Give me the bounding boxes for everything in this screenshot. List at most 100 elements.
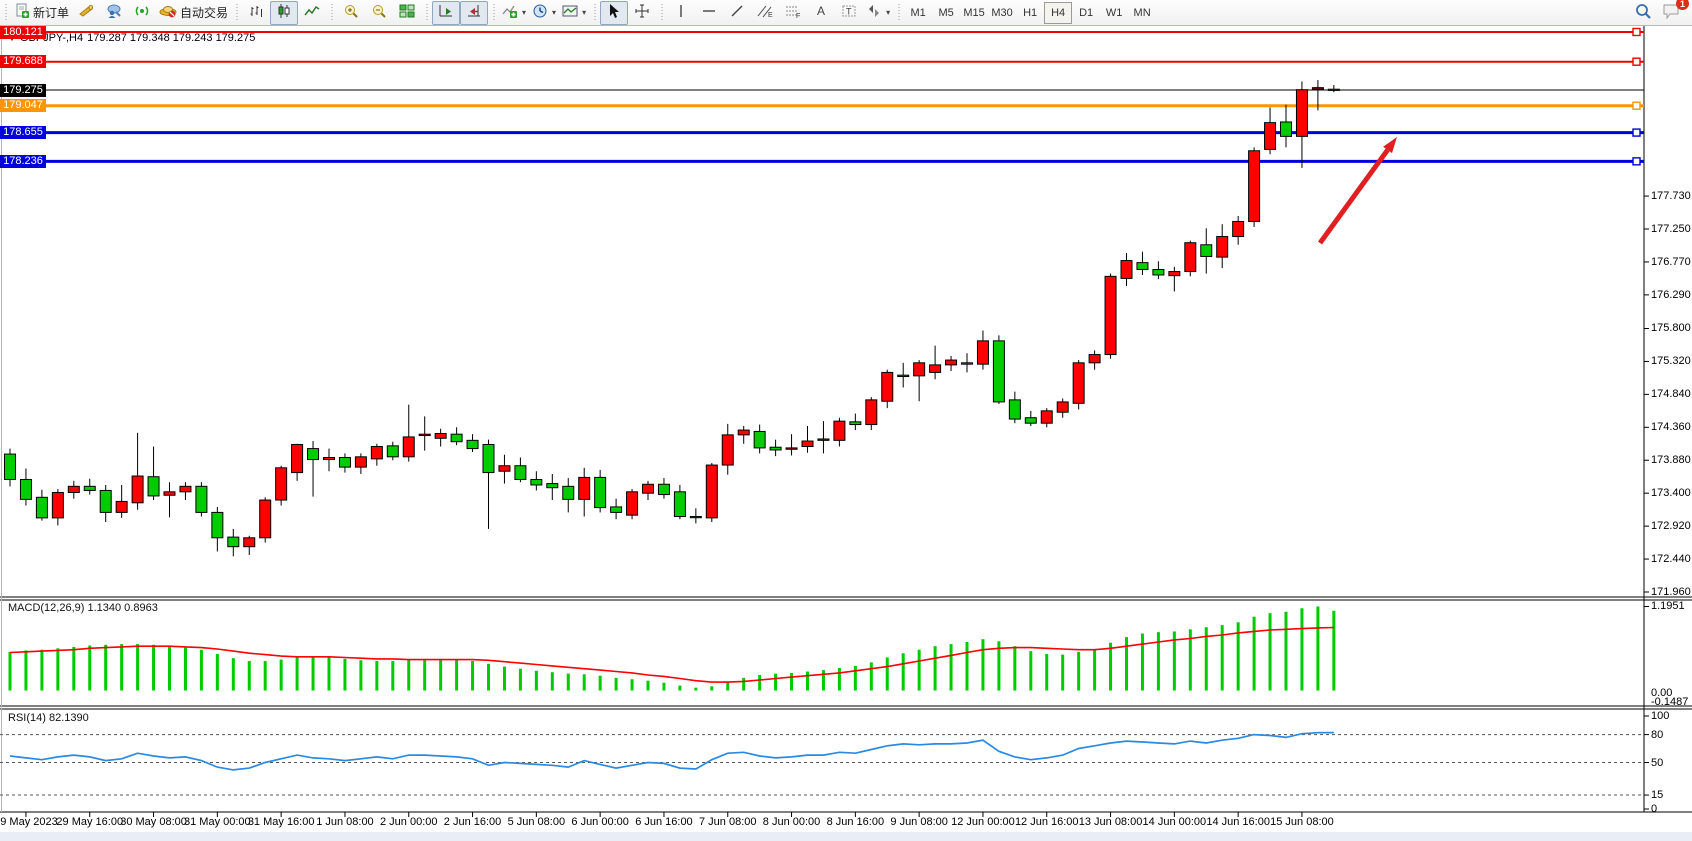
text-button[interactable]: A — [807, 1, 835, 25]
horizontal-line-button[interactable] — [695, 1, 723, 25]
candle — [881, 371, 894, 402]
candlestick-chart-button[interactable] — [270, 0, 299, 25]
timeframe-h1[interactable]: H1 — [1023, 6, 1038, 19]
hline-handle[interactable] — [1632, 101, 1641, 110]
toolbar-grip — [234, 3, 240, 22]
text-label-icon: T — [841, 3, 857, 22]
candle — [83, 485, 96, 491]
auto-scroll-button[interactable] — [432, 0, 461, 25]
bar-chart-button[interactable] — [242, 1, 270, 25]
line-chart-icon — [304, 3, 320, 22]
candle — [992, 340, 1005, 403]
candle — [370, 446, 383, 460]
price-level-chip: 180.121 — [0, 25, 46, 39]
signals-button[interactable] — [128, 1, 156, 25]
time-tick-label: 8 Jun 16:00 — [826, 816, 885, 828]
hline-handle[interactable] — [1632, 157, 1641, 166]
horizontal-line-icon — [701, 3, 717, 22]
vertical-line-button[interactable] — [667, 1, 695, 25]
candle — [721, 434, 734, 466]
candle — [498, 465, 511, 472]
crosshair-button[interactable] — [628, 1, 656, 25]
macd-scale-min: -0.1487 — [1651, 696, 1689, 708]
new-order-button[interactable]: 新订单 — [11, 1, 72, 25]
rsi-scale-label: 80 — [1651, 728, 1664, 741]
timeframe-h4[interactable]: H4 — [1044, 1, 1073, 24]
candle — [594, 476, 607, 509]
candle — [689, 516, 702, 519]
notifications-button[interactable]: 1 — [1662, 0, 1689, 23]
price-tick-label: 173.880 — [1651, 454, 1691, 467]
candle — [514, 465, 527, 480]
candle — [578, 476, 591, 500]
text-label-button[interactable]: T — [835, 1, 863, 25]
periods-button[interactable]: ▾ — [529, 1, 559, 25]
candle — [338, 457, 351, 468]
candle — [1104, 275, 1117, 356]
timeframe-m30[interactable]: M30 — [991, 6, 1013, 19]
zoom-in-button[interactable] — [337, 1, 365, 25]
candle — [211, 511, 224, 539]
candle — [945, 359, 958, 366]
macd-indicator-label: MACD(12,26,9) 1.1340 0.8963 — [8, 602, 158, 614]
macd-name: MACD(12,26,9) — [8, 602, 85, 614]
candle — [354, 456, 367, 468]
candle — [1136, 262, 1149, 270]
chart-shift-button[interactable] — [460, 0, 489, 25]
time-tick-label: 29 May 2023 — [0, 816, 58, 828]
candle — [897, 374, 910, 378]
candle — [466, 439, 479, 450]
community-button[interactable] — [100, 1, 128, 25]
candle — [115, 500, 128, 513]
tile-windows-button[interactable] — [393, 1, 421, 25]
rsi-scale-label: 15 — [1651, 789, 1664, 802]
time-tick-label: 5 Jun 08:00 — [507, 816, 566, 828]
timeframe-d1[interactable]: D1 — [1079, 6, 1094, 19]
timeframe-m1[interactable]: M1 — [910, 6, 926, 19]
cloud-user-icon — [106, 3, 122, 22]
cursor-button[interactable] — [600, 0, 629, 25]
line-chart-button[interactable] — [298, 1, 326, 25]
vertical-line-icon — [674, 3, 688, 22]
hline-handle[interactable] — [1632, 27, 1641, 37]
indicators-button[interactable]: ▾ — [499, 1, 529, 25]
candle — [482, 443, 495, 474]
search-icon[interactable] — [1634, 2, 1652, 23]
rsi-name: RSI(14) — [8, 712, 46, 724]
timeframe-w1[interactable]: W1 — [1105, 6, 1123, 19]
annotation-arrow[interactable] — [1317, 148, 1390, 245]
zoom-out-button[interactable] — [365, 1, 393, 25]
candle — [163, 491, 176, 496]
candle — [291, 443, 304, 474]
candle — [1232, 220, 1245, 238]
candle — [1280, 121, 1292, 137]
timeframe-m5[interactable]: M5 — [938, 6, 954, 19]
toolbar-grip — [659, 3, 665, 22]
channel-button[interactable]: E — [751, 1, 779, 25]
time-tick-label: 8 Jun 00:00 — [762, 816, 821, 828]
candle — [323, 457, 335, 461]
timeframe-mn[interactable]: MN — [1133, 6, 1151, 19]
candle — [1311, 87, 1324, 90]
shapes-button[interactable]: ▾ — [863, 1, 893, 25]
trendline-button[interactable] — [723, 1, 751, 25]
bar-chart-icon — [248, 3, 264, 22]
zoom-out-icon — [371, 3, 387, 22]
candle — [865, 399, 878, 426]
candle — [546, 483, 559, 489]
fibonacci-button[interactable]: F — [779, 1, 807, 25]
candle — [785, 447, 798, 450]
auto-trading-button[interactable]: 自动交易 — [156, 1, 231, 25]
templates-button[interactable]: ▾ — [559, 1, 589, 25]
chart-area[interactable]: ▼ GBPJPY-,H4 179.287 179.348 179.243 179… — [0, 25, 1692, 841]
hline-handle[interactable] — [1632, 128, 1641, 137]
rsi-value: 82.1390 — [48, 712, 89, 724]
timeframe-m15[interactable]: M15 — [963, 6, 985, 19]
time-tick-label: 30 May 08:00 — [120, 816, 187, 828]
price-tick-label: 174.840 — [1651, 388, 1691, 401]
market-button[interactable] — [72, 1, 100, 25]
hline-handle[interactable] — [1632, 57, 1641, 66]
rsi-indicator-label: RSI(14) 82.1390 — [8, 712, 89, 724]
price-level-chip: 178.236 — [0, 154, 46, 168]
price-tick-label: 174.360 — [1651, 421, 1691, 434]
